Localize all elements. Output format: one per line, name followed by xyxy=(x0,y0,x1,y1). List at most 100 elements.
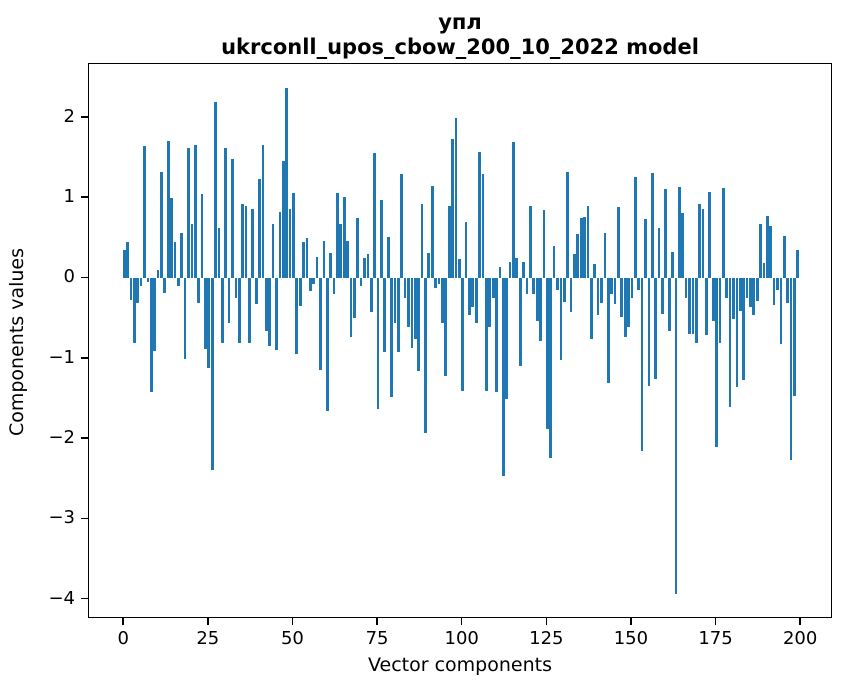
y-tick-label: −4 xyxy=(48,587,75,609)
bar xyxy=(420,203,424,279)
bar xyxy=(576,234,580,279)
bar xyxy=(738,278,742,311)
bar xyxy=(210,278,214,470)
bar xyxy=(437,278,441,285)
bar xyxy=(305,238,309,279)
bar xyxy=(782,235,786,279)
bar xyxy=(491,278,495,298)
bar xyxy=(224,148,228,279)
bar xyxy=(677,186,681,279)
bar xyxy=(403,278,407,298)
x-tick-label: 50 xyxy=(280,628,304,649)
bar xyxy=(295,278,299,354)
bar xyxy=(376,278,380,410)
y-tick-mark xyxy=(81,116,88,118)
bar xyxy=(623,278,627,338)
bar xyxy=(407,278,410,328)
bar xyxy=(518,278,522,366)
bar xyxy=(177,278,180,287)
bar xyxy=(478,151,481,279)
bar xyxy=(488,278,492,328)
bar xyxy=(281,161,285,279)
bar xyxy=(441,278,444,323)
x-tick-label: 200 xyxy=(782,628,818,649)
bar xyxy=(644,219,647,279)
bar xyxy=(349,278,353,338)
bar xyxy=(667,278,671,331)
bar xyxy=(535,278,539,321)
x-tick-label: 25 xyxy=(196,628,220,649)
bar xyxy=(207,278,211,369)
x-tick-mark xyxy=(460,618,463,625)
bar xyxy=(674,278,678,595)
bar xyxy=(501,278,505,477)
bar xyxy=(193,145,197,279)
bar xyxy=(139,278,143,287)
bar xyxy=(309,278,312,292)
bar xyxy=(258,178,261,279)
bar xyxy=(146,278,150,283)
bar xyxy=(586,206,590,279)
bar xyxy=(353,278,356,318)
bar xyxy=(447,206,451,279)
plot-area xyxy=(88,63,832,618)
bar xyxy=(796,250,800,279)
bar xyxy=(197,278,201,303)
bar xyxy=(532,278,536,295)
x-tick-mark xyxy=(714,618,717,625)
bar xyxy=(640,278,644,452)
bar xyxy=(542,210,546,279)
bar xyxy=(339,223,343,279)
x-tick-mark xyxy=(545,618,548,625)
x-tick-label: 0 xyxy=(117,628,129,649)
bar xyxy=(596,278,600,316)
bar xyxy=(288,208,292,279)
bar xyxy=(427,252,431,279)
bar xyxy=(694,278,698,343)
bar xyxy=(268,278,272,346)
bar xyxy=(413,278,417,339)
bar xyxy=(569,278,573,313)
bar xyxy=(430,186,434,279)
bar xyxy=(434,278,437,289)
bar xyxy=(227,278,231,324)
bar xyxy=(583,216,586,279)
bar xyxy=(336,192,339,279)
bar xyxy=(275,278,278,350)
bar xyxy=(661,278,664,314)
bar xyxy=(562,278,566,302)
bar xyxy=(373,153,377,279)
bar xyxy=(400,174,404,279)
bar xyxy=(410,278,414,348)
bar xyxy=(386,236,390,279)
bar xyxy=(549,278,553,458)
bar xyxy=(187,147,190,279)
bar xyxy=(522,262,525,279)
bar xyxy=(474,278,478,323)
bar xyxy=(681,212,685,279)
bar xyxy=(126,242,129,279)
bar xyxy=(234,278,238,298)
x-axis-label: Vector components xyxy=(368,654,552,676)
bar xyxy=(217,227,221,279)
chart-title: упл ukrconll_upos_cbow_200_10_2022 model xyxy=(88,10,832,60)
bar xyxy=(600,278,603,303)
y-tick-mark xyxy=(81,276,88,279)
bar xyxy=(180,232,184,279)
bar xyxy=(708,191,712,279)
x-tick-label: 125 xyxy=(529,628,564,649)
bar xyxy=(383,278,387,353)
bar xyxy=(759,223,762,279)
bar xyxy=(769,226,773,279)
bar xyxy=(292,192,295,279)
bar xyxy=(390,278,393,398)
x-tick-mark xyxy=(122,618,124,625)
bar xyxy=(485,278,488,391)
bar xyxy=(508,262,512,279)
bar xyxy=(329,252,333,279)
y-tick-label: 0 xyxy=(63,266,75,288)
bar xyxy=(603,232,607,279)
bar xyxy=(342,197,346,279)
bar xyxy=(637,278,641,291)
